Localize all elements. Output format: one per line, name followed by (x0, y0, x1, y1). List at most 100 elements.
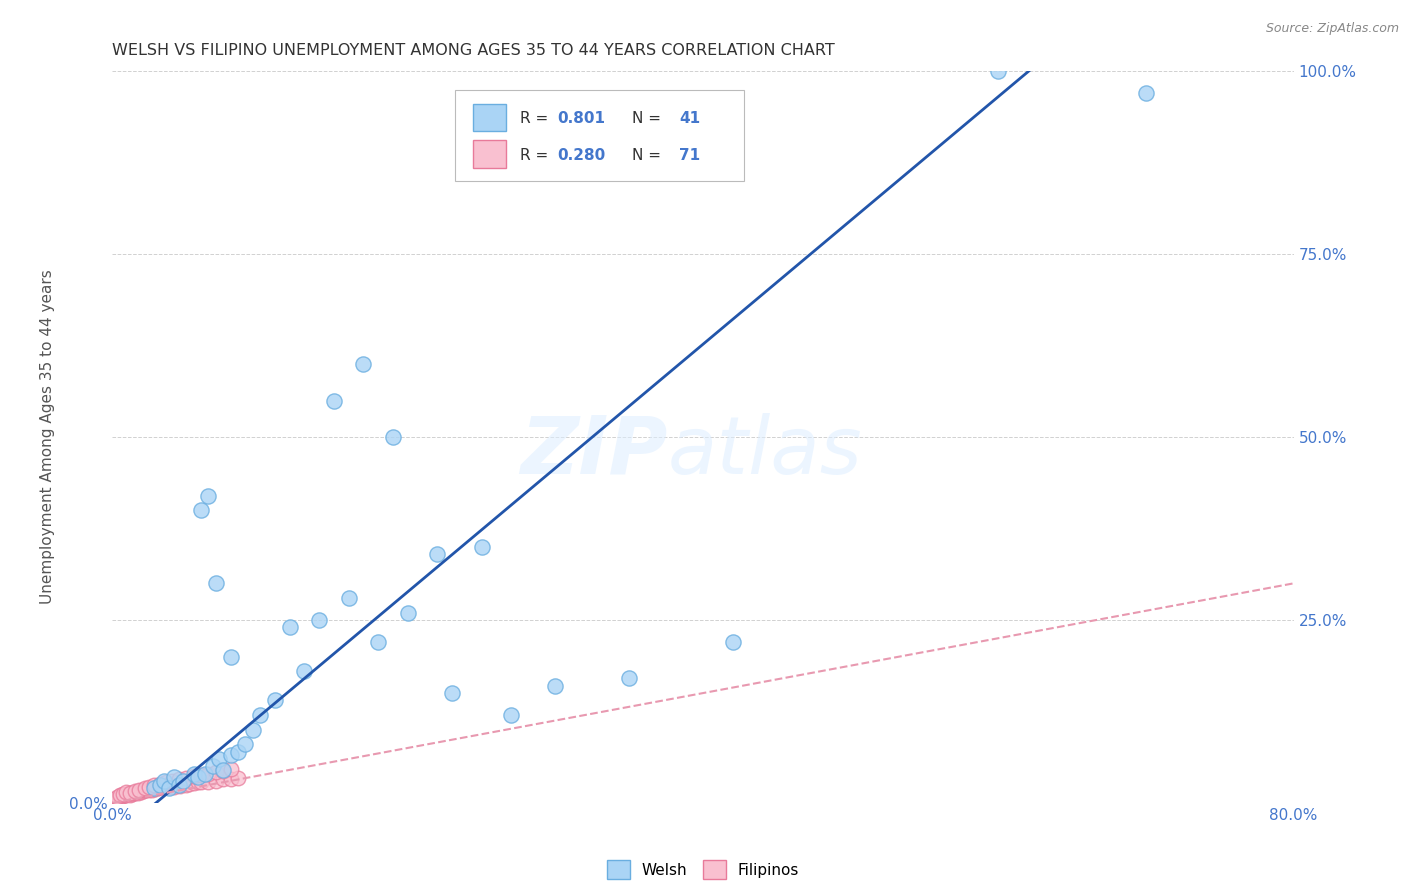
Point (190, 503, 212, 517)
Text: N =: N = (633, 148, 661, 163)
Point (153, 773, 176, 788)
Point (138, 782, 160, 797)
Point (114, 789, 136, 803)
Point (278, 620, 301, 634)
Point (183, 776, 205, 790)
Point (172, 773, 194, 788)
Point (107, 790, 129, 805)
Point (226, 745, 249, 759)
Point (308, 613, 330, 627)
Point (163, 780, 186, 794)
Point (219, 772, 242, 786)
Point (111, 789, 134, 804)
Point (163, 770, 186, 784)
Point (103, 793, 125, 807)
Point (212, 764, 235, 778)
Point (201, 759, 224, 773)
Point (219, 762, 242, 776)
Point (142, 781, 165, 796)
Point (233, 737, 256, 751)
Point (167, 772, 190, 787)
Point (208, 752, 231, 766)
Point (122, 786, 145, 800)
Text: Source: ZipAtlas.com: Source: ZipAtlas.com (1265, 22, 1399, 36)
Point (121, 787, 143, 801)
Text: 0.280: 0.280 (558, 148, 606, 163)
Text: 0.801: 0.801 (558, 112, 606, 127)
Point (104, 792, 127, 806)
Point (149, 780, 172, 794)
Point (183, 769, 205, 783)
Point (146, 780, 169, 795)
Point (323, 393, 346, 408)
Point (136, 781, 159, 796)
Point (172, 777, 194, 791)
Point (219, 748, 242, 763)
Point (721, 635, 744, 649)
Point (128, 782, 150, 797)
Point (187, 770, 209, 784)
Point (187, 775, 209, 789)
Point (152, 780, 174, 795)
Point (197, 774, 219, 789)
Point (117, 787, 138, 801)
Point (426, 547, 449, 561)
Point (134, 781, 156, 796)
Point (544, 679, 567, 693)
Point (190, 775, 212, 789)
Point (131, 783, 153, 797)
Point (124, 784, 146, 798)
Point (249, 708, 271, 723)
Point (352, 357, 374, 371)
Point (157, 781, 180, 796)
Point (205, 576, 228, 591)
Point (987, 64, 1010, 78)
Point (127, 786, 149, 800)
Point (138, 780, 160, 794)
Point (149, 777, 172, 791)
Point (112, 788, 135, 802)
Point (382, 430, 405, 444)
Point (219, 649, 242, 664)
Point (157, 780, 180, 794)
Point (212, 763, 235, 777)
Point (143, 781, 166, 796)
FancyBboxPatch shape (456, 90, 744, 181)
FancyBboxPatch shape (472, 103, 506, 131)
Point (134, 782, 156, 797)
Text: 41: 41 (679, 112, 700, 127)
Text: WELSH VS FILIPINO UNEMPLOYMENT AMONG AGES 35 TO 44 YEARS CORRELATION CHART: WELSH VS FILIPINO UNEMPLOYMENT AMONG AGE… (112, 43, 835, 58)
Point (129, 785, 152, 799)
Text: 71: 71 (679, 148, 700, 163)
Point (212, 772, 235, 787)
Point (125, 785, 148, 799)
FancyBboxPatch shape (472, 140, 506, 168)
Point (105, 789, 128, 804)
Point (441, 686, 464, 700)
Point (501, 708, 523, 723)
Point (124, 786, 146, 800)
Point (139, 781, 162, 796)
Point (367, 635, 389, 649)
Legend: Welsh, Filipinos: Welsh, Filipinos (600, 855, 806, 885)
Point (132, 784, 155, 798)
Point (155, 775, 177, 789)
Point (292, 664, 315, 678)
Point (135, 783, 157, 797)
Point (110, 789, 132, 803)
Point (619, 672, 641, 686)
Point (179, 777, 201, 791)
Point (142, 778, 165, 792)
Point (118, 786, 141, 800)
Point (160, 778, 183, 792)
Point (149, 778, 172, 792)
Point (337, 591, 360, 605)
Point (396, 606, 419, 620)
Point (1135, 87, 1157, 101)
Text: R =: R = (520, 112, 548, 127)
Point (128, 784, 150, 798)
Point (166, 778, 188, 792)
Point (141, 782, 163, 797)
Point (264, 693, 287, 707)
Point (108, 789, 131, 803)
